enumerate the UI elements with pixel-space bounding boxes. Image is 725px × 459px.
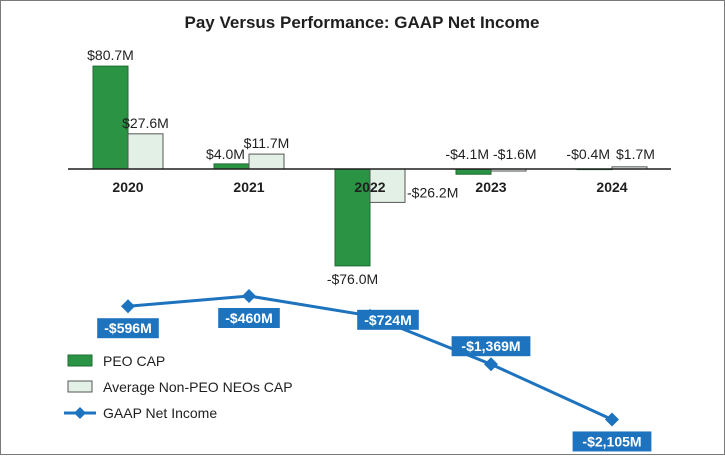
legend-peo-cap-label: PEO CAP [103,353,165,369]
net-income-marker-2021 [242,289,256,303]
bar-label-neo-cap-2024: $1.7M [616,146,655,162]
net-income-label-box-2022 [357,309,419,330]
bar-group [92,65,648,267]
legend-neo-cap-swatch [67,380,93,393]
bar-label-neo-cap-2021: $11.7M [244,135,290,151]
year-label-2020: 2020 [112,179,143,195]
net-income-label-box-2024 [572,431,652,452]
net-income-label-2023: -$1,369M [461,338,520,354]
bar-value-label-group: $80.7M $27.6M $4.0M$11.7M -$76.0M -$26.2M -$4… [87,47,655,287]
legend-net-income-marker [74,407,86,419]
net-income-marker-2023 [484,357,498,372]
bar-label-peo-cap-2024: -$0.4M [566,146,610,162]
bar-peo-cap-2023 [455,168,492,175]
year-label-group: 2020 2021 2022 2023 2024 [112,179,627,195]
bar-neo-cap-2020 [127,133,164,170]
bar-label-neo-cap-2022: -$26.2M [407,185,458,201]
net-income-label-2022: -$724M [364,312,411,328]
bar-neo-cap-2021 [248,153,285,170]
bar-peo-cap-2022 [334,168,371,267]
net-income-label-box-2021 [218,308,280,328]
bar-label-neo-cap-2023: -$1.6M [493,146,537,162]
legend-peo-cap-swatch [67,354,93,367]
bar-label-neo-cap-2020: $27.6M [122,115,169,131]
bar-label-peo-cap-2023: -$4.1M [445,146,489,162]
net-income-label-2024: -$2,105M [582,433,641,449]
net-income-line-group: -$596M -$460M -$724M -$1,369M -$2,105M [97,289,652,452]
year-label-2021: 2021 [233,179,264,195]
net-income-marker-2024 [605,412,619,427]
year-label-2024: 2024 [596,179,627,195]
chart-title: Pay Versus Performance: GAAP Net Income [185,13,540,32]
bar-peo-cap-2021 [213,163,250,170]
legend: PEO CAP Average Non-PEO NEOs CAP GAAP Net … [64,353,293,421]
year-label-2022: 2022 [354,179,385,195]
net-income-label-2021: -$460M [225,310,272,326]
net-income-label-2020: -$596M [104,320,151,336]
bar-peo-cap-2020 [92,65,129,170]
bar-label-peo-cap-2022: -$76.0M [327,271,378,287]
net-income-label-box-2023 [451,336,531,357]
legend-net-income-label: GAAP Net Income [103,405,217,421]
bar-label-peo-cap-2021: $4.0M [206,146,245,162]
bar-label-peo-cap-2020: $80.7M [87,47,134,63]
legend-neo-cap-label: Average Non-PEO NEOs CAP [103,379,293,395]
net-income-marker-2020 [121,299,135,314]
net-income-label-box-2020 [97,318,159,339]
year-label-2023: 2023 [475,179,506,195]
